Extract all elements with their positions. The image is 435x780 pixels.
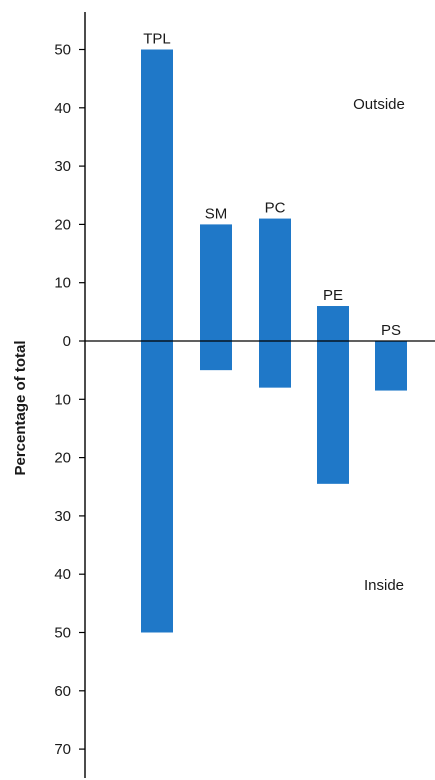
y-tick-label: 50 bbox=[54, 42, 71, 59]
bar-sm bbox=[200, 224, 232, 371]
y-axis-title: Percentage of total bbox=[12, 340, 29, 475]
y-tick-label: 40 bbox=[54, 100, 71, 117]
bar-label-ps: PS bbox=[381, 322, 401, 339]
y-tick-label: 40 bbox=[54, 566, 71, 583]
bar-label-pc: PC bbox=[265, 200, 286, 217]
annotation-inside: Inside bbox=[364, 577, 404, 594]
y-tick-label: 0 bbox=[63, 333, 71, 350]
bar-labels-group: TPL SM PC PE PS bbox=[143, 31, 401, 340]
y-tick-label: 30 bbox=[54, 508, 71, 525]
y-tick-label: 20 bbox=[54, 216, 71, 233]
y-tick-label: 70 bbox=[54, 741, 71, 758]
y-tick-label: 60 bbox=[54, 683, 71, 700]
y-tick-label: 30 bbox=[54, 158, 71, 175]
y-axis-ticks: 50 40 30 20 10 0 10 20 30 40 50 60 70 bbox=[54, 42, 85, 758]
bar-ps bbox=[375, 341, 407, 391]
y-tick-label: 10 bbox=[54, 391, 71, 408]
bar-label-sm: SM bbox=[205, 205, 228, 222]
bar-label-pe: PE bbox=[323, 287, 343, 304]
bar-label-tpl: TPL bbox=[143, 31, 171, 48]
y-tick-label: 50 bbox=[54, 625, 71, 642]
y-tick-label: 10 bbox=[54, 275, 71, 292]
y-tick-label: 20 bbox=[54, 450, 71, 467]
annotation-outside: Outside bbox=[353, 96, 405, 113]
bar-pe bbox=[317, 306, 349, 484]
bar-pc bbox=[259, 218, 291, 388]
